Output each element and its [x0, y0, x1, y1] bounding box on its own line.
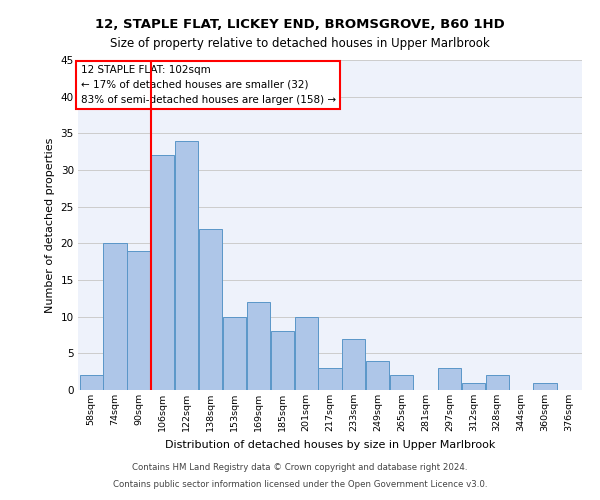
Text: Size of property relative to detached houses in Upper Marlbrook: Size of property relative to detached ho…	[110, 38, 490, 51]
Text: Contains HM Land Registry data © Crown copyright and database right 2024.: Contains HM Land Registry data © Crown c…	[132, 464, 468, 472]
Bar	[127, 250, 151, 390]
Bar	[151, 156, 175, 390]
Bar	[462, 382, 485, 390]
Bar	[438, 368, 461, 390]
Bar	[271, 332, 294, 390]
Text: Contains public sector information licensed under the Open Government Licence v3: Contains public sector information licen…	[113, 480, 487, 489]
Y-axis label: Number of detached properties: Number of detached properties	[45, 138, 55, 312]
Bar	[485, 376, 509, 390]
X-axis label: Distribution of detached houses by size in Upper Marlbrook: Distribution of detached houses by size …	[165, 440, 495, 450]
Bar	[295, 316, 317, 390]
Bar	[175, 140, 198, 390]
Bar	[319, 368, 341, 390]
Bar	[366, 360, 389, 390]
Bar	[533, 382, 557, 390]
Text: 12 STAPLE FLAT: 102sqm
← 17% of detached houses are smaller (32)
83% of semi-det: 12 STAPLE FLAT: 102sqm ← 17% of detached…	[80, 65, 335, 104]
Bar	[223, 316, 246, 390]
Bar	[80, 376, 103, 390]
Bar	[103, 244, 127, 390]
Bar	[390, 376, 413, 390]
Bar	[343, 338, 365, 390]
Bar	[247, 302, 270, 390]
Text: 12, STAPLE FLAT, LICKEY END, BROMSGROVE, B60 1HD: 12, STAPLE FLAT, LICKEY END, BROMSGROVE,…	[95, 18, 505, 30]
Bar	[199, 228, 222, 390]
